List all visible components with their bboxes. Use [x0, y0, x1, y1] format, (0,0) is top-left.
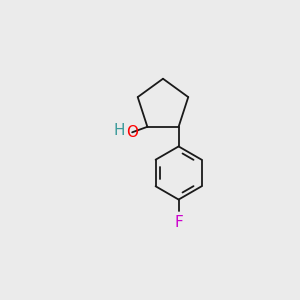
Text: H: H — [114, 122, 125, 137]
Text: F: F — [174, 214, 183, 230]
Text: O: O — [126, 125, 138, 140]
